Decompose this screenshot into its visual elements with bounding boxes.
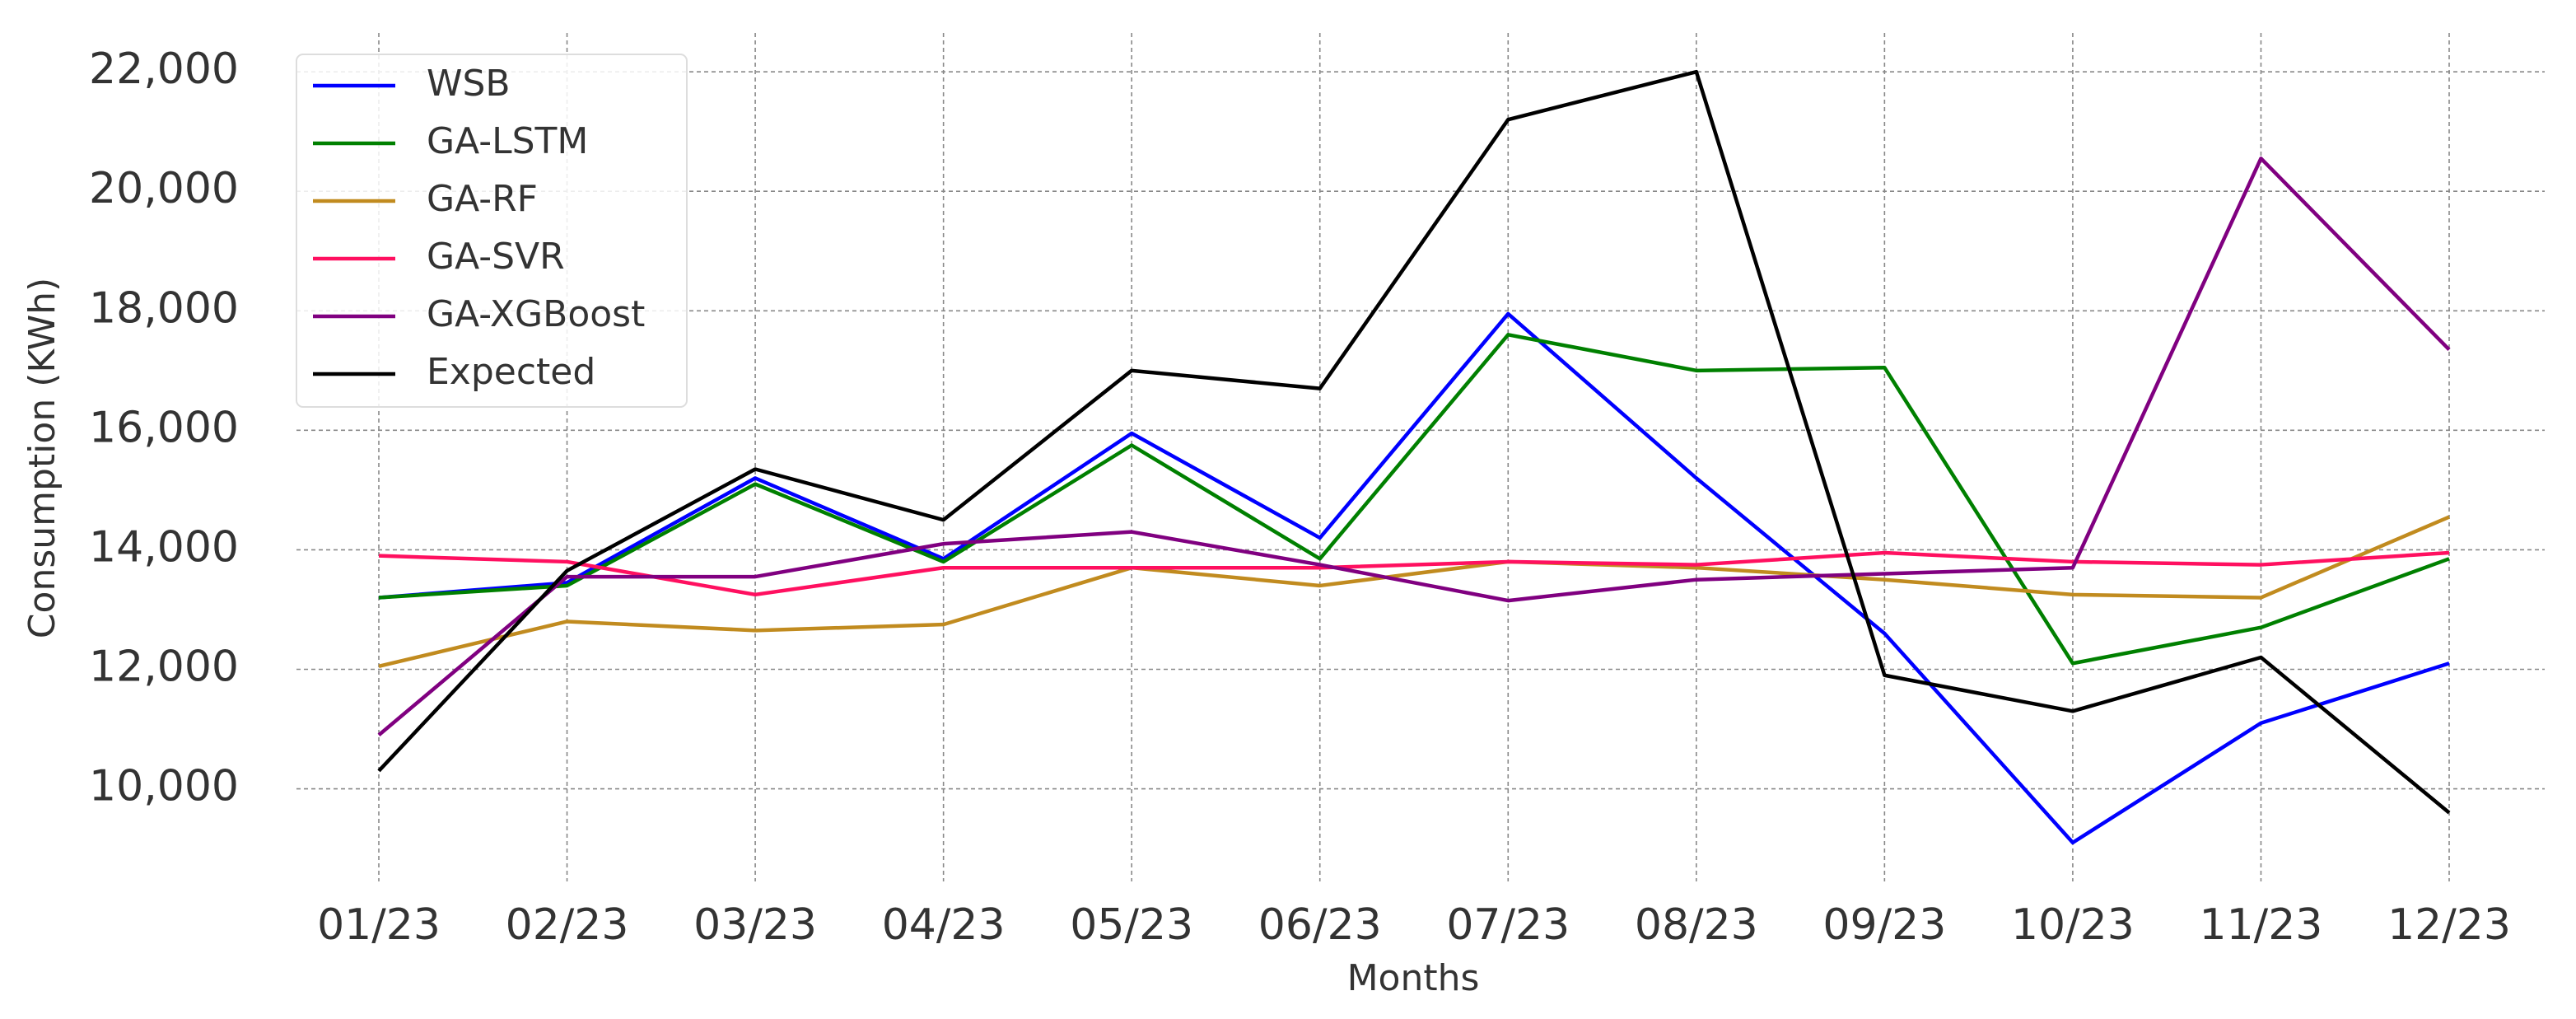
x-tick-label: 10/23 — [2011, 900, 2135, 950]
series-line — [378, 311, 2450, 845]
series-line — [378, 515, 2450, 669]
x-tick-label: 07/23 — [1446, 900, 1570, 950]
x-tick-label: 01/23 — [317, 900, 441, 950]
x-tick-label: 11/23 — [2200, 900, 2323, 950]
y-tick-label: 12,000 — [89, 643, 239, 692]
x-tick-label: 03/23 — [693, 900, 817, 950]
legend-label: GA-RF — [427, 178, 538, 220]
series-line — [377, 69, 2451, 815]
y-tick-label: 10,000 — [89, 762, 239, 811]
series-line — [378, 550, 2450, 597]
y-tick-label: 18,000 — [89, 283, 239, 333]
x-tick-label: 02/23 — [506, 900, 629, 950]
legend-label: GA-SVR — [427, 236, 565, 278]
x-axis-label: Months — [1347, 957, 1480, 999]
legend: WSB GA-LSTM GA-RF GA-SVR GA-XGBoost Expected — [296, 54, 688, 408]
legend-label: WSB — [427, 63, 511, 105]
x-tick-label: 04/23 — [882, 900, 1006, 950]
series-line — [377, 157, 2451, 737]
y-tick-label: 22,000 — [89, 44, 239, 94]
x-tick-label: 09/23 — [1822, 900, 1946, 950]
y-tick-label: 16,000 — [89, 403, 239, 452]
x-tick-label: 06/23 — [1258, 900, 1382, 950]
x-tick-label: 05/23 — [1070, 900, 1193, 950]
y-tick-label: 20,000 — [89, 164, 239, 213]
series-line — [378, 333, 2450, 666]
legend-label: Expected — [427, 351, 595, 393]
legend-label: GA-XGBoost — [427, 293, 645, 335]
y-tick-label: 14,000 — [89, 522, 239, 572]
legend-label: GA-LSTM — [427, 120, 588, 162]
y-axis-label: Consumption (KWh) — [21, 278, 63, 638]
x-tick-label: 12/23 — [2387, 900, 2511, 950]
x-tick-label: 08/23 — [1635, 900, 1758, 950]
